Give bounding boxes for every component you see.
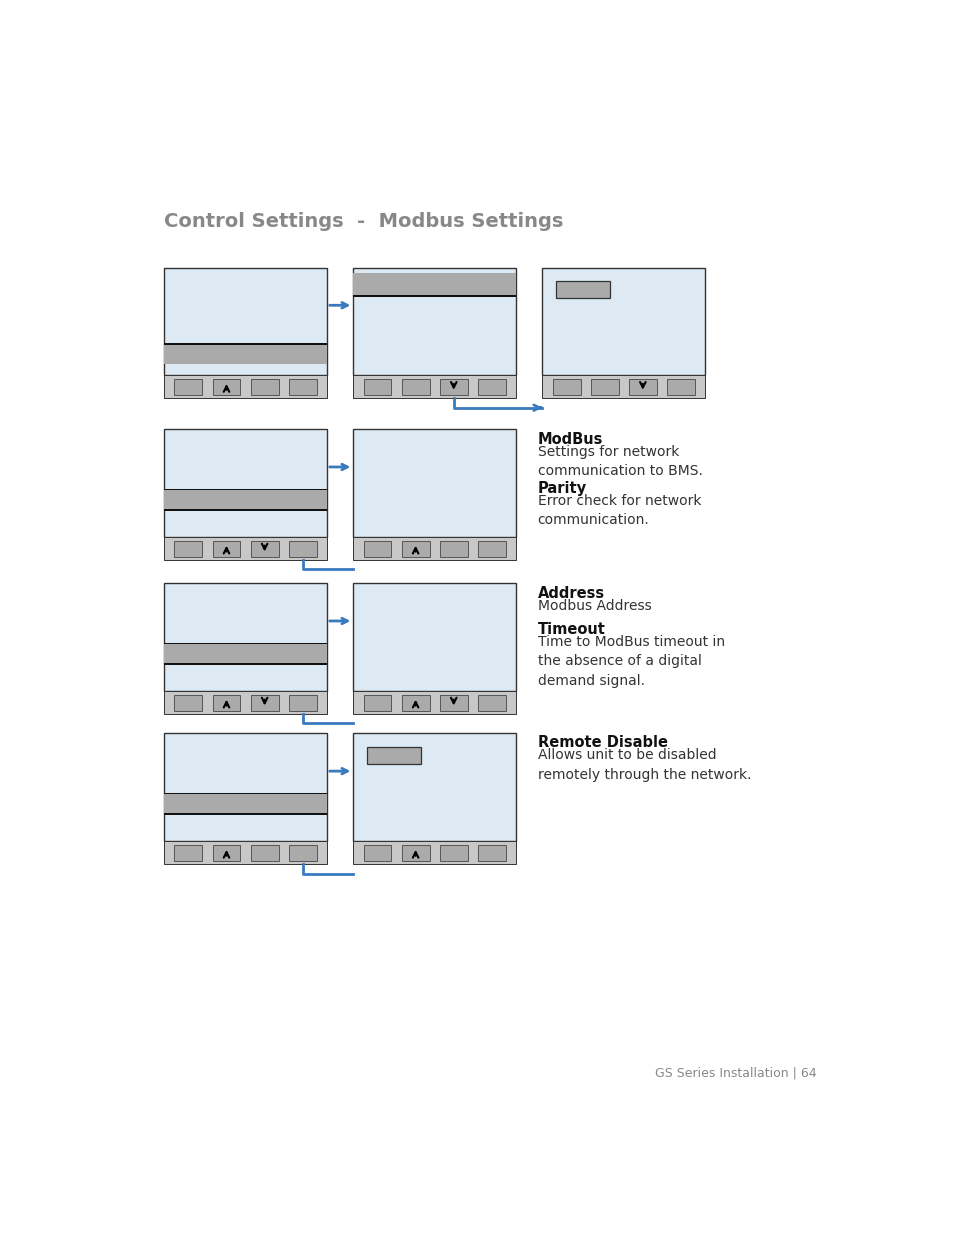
Bar: [353, 537, 516, 561]
Bar: [289, 845, 316, 861]
Bar: [213, 379, 240, 395]
Bar: [174, 541, 202, 557]
Bar: [542, 268, 704, 375]
Bar: [164, 430, 327, 537]
Bar: [174, 694, 202, 710]
Text: ModBus: ModBus: [537, 431, 602, 447]
Bar: [477, 541, 505, 557]
Bar: [353, 375, 516, 399]
Text: Time to ModBus timeout in
the absence of a digital
demand signal.: Time to ModBus timeout in the absence of…: [537, 635, 724, 688]
Bar: [401, 845, 429, 861]
Bar: [164, 375, 327, 399]
Text: GS Series Installation | 64: GS Series Installation | 64: [655, 1067, 816, 1079]
Bar: [289, 541, 316, 557]
Bar: [477, 694, 505, 710]
Text: Parity: Parity: [537, 480, 586, 495]
Bar: [164, 814, 327, 815]
Bar: [353, 734, 516, 841]
Bar: [439, 541, 467, 557]
Bar: [164, 793, 327, 794]
Bar: [251, 379, 278, 395]
Text: Address: Address: [537, 585, 604, 600]
Bar: [556, 282, 609, 299]
Bar: [164, 663, 327, 664]
Bar: [213, 845, 240, 861]
Bar: [590, 379, 618, 395]
Bar: [477, 379, 505, 395]
Bar: [477, 845, 505, 861]
Bar: [164, 841, 327, 864]
Bar: [353, 583, 516, 692]
Bar: [251, 845, 278, 861]
Bar: [353, 294, 516, 296]
Bar: [164, 794, 327, 814]
Bar: [289, 379, 316, 395]
Bar: [367, 747, 420, 764]
Bar: [164, 734, 327, 841]
Bar: [164, 537, 327, 561]
Bar: [401, 379, 429, 395]
Bar: [439, 694, 467, 710]
Bar: [353, 841, 516, 864]
Bar: [164, 489, 327, 490]
Text: Control Settings  -  Modbus Settings: Control Settings - Modbus Settings: [164, 212, 563, 231]
Bar: [363, 845, 391, 861]
Bar: [251, 694, 278, 710]
Bar: [213, 694, 240, 710]
Bar: [164, 509, 327, 511]
Text: Modbus Address: Modbus Address: [537, 599, 651, 613]
Bar: [353, 430, 516, 537]
Bar: [174, 845, 202, 861]
Bar: [666, 379, 694, 395]
Bar: [164, 345, 327, 364]
Bar: [251, 541, 278, 557]
Bar: [542, 375, 704, 399]
Text: Error check for network
communication.: Error check for network communication.: [537, 494, 700, 527]
Bar: [363, 694, 391, 710]
Bar: [628, 379, 656, 395]
Bar: [164, 490, 327, 509]
Bar: [174, 379, 202, 395]
Text: Allows unit to be disabled
remotely through the network.: Allows unit to be disabled remotely thro…: [537, 748, 750, 782]
Bar: [164, 583, 327, 692]
Bar: [213, 541, 240, 557]
Bar: [401, 694, 429, 710]
Bar: [353, 273, 516, 294]
Text: Timeout: Timeout: [537, 621, 605, 637]
Bar: [439, 379, 467, 395]
Bar: [164, 268, 327, 375]
Text: Settings for network
communication to BMS.: Settings for network communication to BM…: [537, 445, 702, 478]
Bar: [363, 541, 391, 557]
Bar: [353, 268, 516, 375]
Bar: [552, 379, 580, 395]
Bar: [164, 343, 327, 345]
Bar: [164, 645, 327, 663]
Bar: [289, 694, 316, 710]
Bar: [401, 541, 429, 557]
Text: Remote Disable: Remote Disable: [537, 735, 667, 750]
Bar: [164, 692, 327, 714]
Bar: [439, 845, 467, 861]
Bar: [164, 642, 327, 645]
Bar: [363, 379, 391, 395]
Bar: [353, 692, 516, 714]
